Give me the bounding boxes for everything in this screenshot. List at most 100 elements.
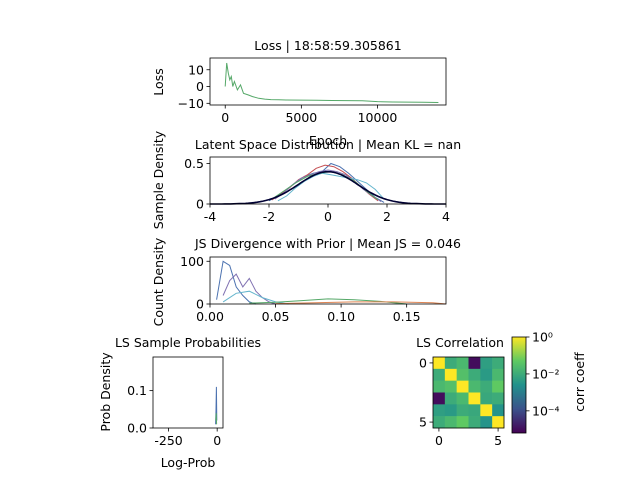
corr-panel: LS Correlation corr coeff 0 50510⁰10⁻²10⁻… bbox=[416, 330, 587, 449]
loss-plot-area bbox=[210, 58, 446, 105]
corr-title: LS Correlation bbox=[416, 335, 504, 350]
js-xtick-label-0: 0.00 bbox=[196, 309, 224, 324]
probs-frame bbox=[152, 356, 224, 429]
heatmap-cell-0-2 bbox=[456, 357, 469, 370]
latent-panel: Latent Space Distribution | Mean KL = na… bbox=[151, 130, 461, 229]
heatmap-cell-4-4 bbox=[480, 404, 493, 417]
heatmap-cell-2-0 bbox=[433, 380, 446, 393]
heatmap-cell-3-3 bbox=[468, 392, 481, 405]
heatmap-ytick-label-0: 0 bbox=[419, 355, 427, 370]
heatmap-cell-0-4 bbox=[480, 357, 493, 370]
loss-ytick-label-1: 0 bbox=[196, 79, 204, 94]
js-frame bbox=[209, 256, 447, 305]
probs-plot-area bbox=[153, 357, 223, 428]
probs-ylabel: Prob Density bbox=[98, 352, 113, 432]
heatmap-cell-2-3 bbox=[468, 380, 481, 393]
heatmap-cell-5-5 bbox=[492, 416, 505, 429]
heatmap-cell-3-5 bbox=[492, 392, 505, 405]
probs-xlabel: Log-Prob bbox=[161, 455, 216, 470]
latent-series-3 bbox=[277, 172, 385, 202]
loss-ylabel: Loss bbox=[151, 68, 166, 95]
colorbar-frame bbox=[511, 336, 527, 434]
js-ytick-label-0: 0 bbox=[196, 297, 204, 312]
js-series-4 bbox=[275, 301, 447, 305]
heatmap-cell-3-2 bbox=[456, 392, 469, 405]
heatmap-cell-1-5 bbox=[492, 368, 505, 381]
heatmap-cell-1-4 bbox=[480, 368, 493, 381]
colorbar-tick-label-1: 10⁻² bbox=[532, 366, 560, 381]
heatmap-cell-3-1 bbox=[444, 392, 457, 405]
latent-xtick-label-4: 4 bbox=[442, 209, 450, 224]
heatmap-cell-2-1 bbox=[444, 380, 457, 393]
heatmap-cell-0-3 bbox=[468, 357, 481, 370]
loss-ytick-label-0: −10 bbox=[178, 96, 204, 111]
heatmap-cell-4-1 bbox=[444, 404, 457, 417]
heatmap-cell-0-0 bbox=[433, 357, 446, 370]
loss-ytick-label-2: 10 bbox=[188, 62, 204, 77]
loss-xtick-label-0: 0 bbox=[221, 110, 229, 125]
heatmap-cell-2-4 bbox=[480, 380, 493, 393]
heatmap-ytick-label-1: 5 bbox=[419, 415, 427, 430]
loss-xtick-label-1: 5000 bbox=[285, 110, 317, 125]
probs-ytick-label-0: 0.0 bbox=[127, 421, 147, 436]
heatmap-cell-4-2 bbox=[456, 404, 469, 417]
heatmap-cell-2-5 bbox=[492, 380, 505, 393]
heatmap-cell-3-4 bbox=[480, 392, 493, 405]
probs-series-1 bbox=[215, 413, 218, 425]
latent-xtick-label-3: 2 bbox=[383, 209, 391, 224]
latent-xtick-label-1: -2 bbox=[263, 209, 275, 224]
js-panel: JS Divergence with Prior | Mean JS = 0.0… bbox=[151, 236, 461, 326]
heatmap-cell-4-3 bbox=[468, 404, 481, 417]
colorbar-tick-label-0: 10⁰ bbox=[532, 330, 553, 345]
latent-ylabel: Sample Density bbox=[151, 130, 166, 229]
heatmap-cell-4-0 bbox=[433, 404, 446, 417]
heatmap-cell-3-0 bbox=[433, 392, 446, 405]
colorbar bbox=[512, 337, 526, 433]
js-xtick-label-3: 0.15 bbox=[393, 309, 421, 324]
heatmap-cell-4-5 bbox=[492, 404, 505, 417]
heatmap-cell-1-3 bbox=[468, 368, 481, 381]
latent-plot-area bbox=[210, 157, 446, 204]
js-title: JS Divergence with Prior | Mean JS = 0.0… bbox=[194, 236, 461, 251]
js-plot-area bbox=[210, 257, 446, 304]
probs-panel: LS Sample Probabilities Prob Density Log… bbox=[98, 335, 261, 470]
latent-prior-curve bbox=[210, 170, 446, 205]
colorbar-tick-label-2: 10⁻⁴ bbox=[532, 403, 560, 418]
latent-ytick-label-1: 0.5 bbox=[184, 156, 204, 171]
heatmap-cell-0-1 bbox=[444, 357, 457, 370]
probs-ytick-label-1: 0.1 bbox=[127, 383, 147, 398]
latent-xtick-label-0: -4 bbox=[204, 209, 217, 224]
js-xtick-label-1: 0.05 bbox=[262, 309, 290, 324]
heatmap-frame bbox=[432, 356, 505, 429]
loss-frame bbox=[209, 57, 447, 106]
heatmap-xtick-label-1: 5 bbox=[494, 433, 502, 448]
heatmap-xtick-label-0: 0 bbox=[435, 433, 443, 448]
probs-xtick-label-1: 0 bbox=[213, 433, 221, 448]
colorbar-label: corr coeff bbox=[572, 352, 587, 412]
heatmap-cell-5-4 bbox=[480, 416, 493, 429]
loss-series-0 bbox=[224, 62, 439, 103]
heatmap-cell-5-0 bbox=[433, 416, 446, 429]
heatmap-cell-5-1 bbox=[444, 416, 457, 429]
latent-ytick-label-0: 0 bbox=[196, 197, 204, 212]
loss-title: Loss | 18:58:59.305861 bbox=[254, 38, 401, 53]
heatmap-cell-0-5 bbox=[492, 357, 505, 370]
latent-xtick-label-2: 0 bbox=[324, 209, 332, 224]
loss-xtick-label-2: 10000 bbox=[358, 110, 398, 125]
heatmap-cell-5-2 bbox=[456, 416, 469, 429]
heatmap-cell-1-2 bbox=[456, 368, 469, 381]
probs-xtick-label-0: -250 bbox=[154, 433, 182, 448]
heatmap-cell-2-2 bbox=[456, 380, 469, 393]
heatmap-cell-1-0 bbox=[433, 368, 446, 381]
latent-title: Latent Space Distribution | Mean KL = na… bbox=[195, 137, 461, 152]
probs-title: LS Sample Probabilities bbox=[115, 335, 261, 350]
js-xtick-label-2: 0.10 bbox=[327, 309, 355, 324]
js-series-3 bbox=[249, 298, 407, 305]
js-series-1 bbox=[222, 273, 276, 305]
js-series-0 bbox=[216, 260, 257, 305]
js-ylabel: Count Density bbox=[151, 237, 166, 326]
heatmap-cell-5-3 bbox=[468, 416, 481, 429]
loss-panel: Loss | 18:58:59.305861 Loss Epoch 0 5000 1… bbox=[151, 38, 447, 148]
heatmap-cell-1-1 bbox=[444, 368, 457, 381]
